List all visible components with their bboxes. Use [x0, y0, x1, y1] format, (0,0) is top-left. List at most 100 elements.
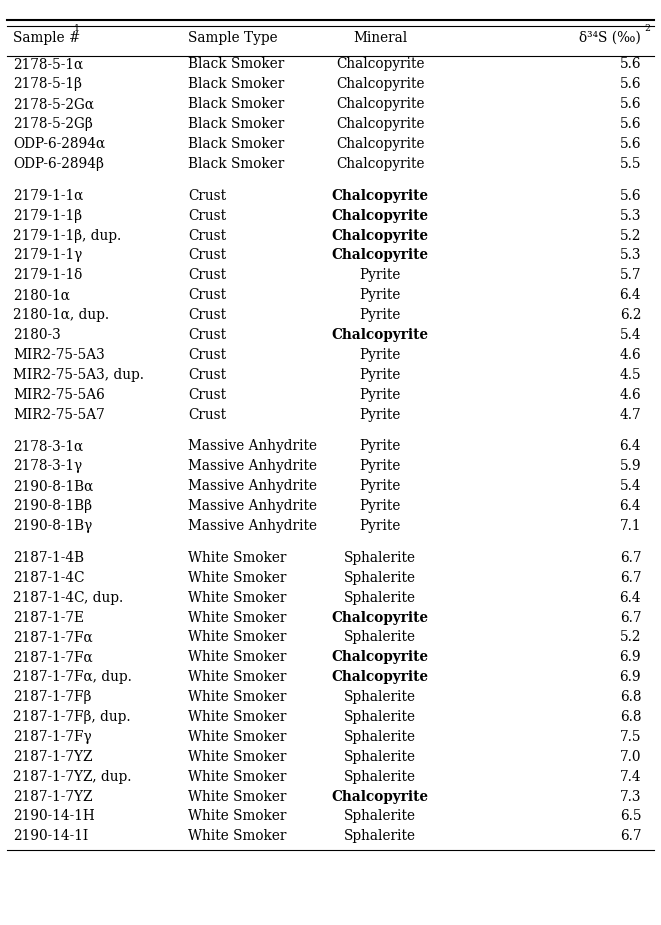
Text: 2187-1-4C, dup.: 2187-1-4C, dup. — [13, 591, 124, 605]
Text: White Smoker: White Smoker — [188, 730, 287, 744]
Text: 7.1: 7.1 — [619, 519, 641, 533]
Text: Chalcopyrite: Chalcopyrite — [336, 78, 424, 92]
Text: 5.6: 5.6 — [619, 57, 641, 71]
Text: White Smoker: White Smoker — [188, 750, 287, 764]
Text: 6.2: 6.2 — [619, 308, 641, 322]
Text: 6.4: 6.4 — [619, 289, 641, 302]
Text: 2178-5-1β: 2178-5-1β — [13, 78, 82, 92]
Text: Pyrite: Pyrite — [360, 439, 401, 453]
Text: Crust: Crust — [188, 289, 227, 302]
Text: Black Smoker: Black Smoker — [188, 157, 285, 171]
Text: ODP-6-2894β: ODP-6-2894β — [13, 157, 104, 171]
Text: Pyrite: Pyrite — [360, 289, 401, 302]
Text: 5.4: 5.4 — [619, 328, 641, 342]
Text: 7.4: 7.4 — [619, 770, 641, 783]
Text: MIR2-75-5A3: MIR2-75-5A3 — [13, 348, 105, 362]
Text: Black Smoker: Black Smoker — [188, 57, 285, 71]
Text: Mineral: Mineral — [353, 31, 407, 45]
Text: Sphalerite: Sphalerite — [344, 809, 416, 823]
Text: Pyrite: Pyrite — [360, 268, 401, 282]
Text: Pyrite: Pyrite — [360, 519, 401, 533]
Text: 2180-1α: 2180-1α — [13, 289, 70, 302]
Text: 6.4: 6.4 — [619, 591, 641, 605]
Text: 2187-1-7Fα: 2187-1-7Fα — [13, 631, 93, 645]
Text: Chalcopyrite: Chalcopyrite — [332, 209, 428, 223]
Text: Crust: Crust — [188, 408, 227, 422]
Text: 5.9: 5.9 — [619, 460, 641, 474]
Text: 5.6: 5.6 — [619, 189, 641, 203]
Text: 2179-1-1β, dup.: 2179-1-1β, dup. — [13, 228, 122, 242]
Text: 6.7: 6.7 — [619, 830, 641, 844]
Text: Black Smoker: Black Smoker — [188, 117, 285, 131]
Text: Sphalerite: Sphalerite — [344, 690, 416, 704]
Text: Sphalerite: Sphalerite — [344, 571, 416, 585]
Text: 2187-1-7YZ: 2187-1-7YZ — [13, 750, 93, 764]
Text: 6.4: 6.4 — [619, 439, 641, 453]
Text: White Smoker: White Smoker — [188, 690, 287, 704]
Text: 5.6: 5.6 — [619, 117, 641, 131]
Text: 2178-3-1α: 2178-3-1α — [13, 439, 83, 453]
Text: Massive Anhydrite: Massive Anhydrite — [188, 500, 317, 513]
Text: Massive Anhydrite: Massive Anhydrite — [188, 439, 317, 453]
Text: White Smoker: White Smoker — [188, 551, 287, 565]
Text: 2190-14-1I: 2190-14-1I — [13, 830, 89, 844]
Text: Pyrite: Pyrite — [360, 500, 401, 513]
Text: Crust: Crust — [188, 209, 227, 223]
Text: Pyrite: Pyrite — [360, 388, 401, 401]
Text: 2190-8-1Bγ: 2190-8-1Bγ — [13, 519, 93, 533]
Text: 2187-1-7YZ, dup.: 2187-1-7YZ, dup. — [13, 770, 132, 783]
Text: Crust: Crust — [188, 388, 227, 401]
Text: Sphalerite: Sphalerite — [344, 710, 416, 724]
Text: ODP-6-2894α: ODP-6-2894α — [13, 137, 105, 151]
Text: 6.9: 6.9 — [619, 650, 641, 664]
Text: 2: 2 — [644, 23, 650, 32]
Text: 2187-1-7E: 2187-1-7E — [13, 610, 84, 624]
Text: Crust: Crust — [188, 348, 227, 362]
Text: 2178-5-1α: 2178-5-1α — [13, 57, 83, 71]
Text: 6.7: 6.7 — [619, 551, 641, 565]
Text: Crust: Crust — [188, 249, 227, 263]
Text: 2178-5-2Gβ: 2178-5-2Gβ — [13, 117, 93, 131]
Text: White Smoker: White Smoker — [188, 770, 287, 783]
Text: 5.3: 5.3 — [619, 209, 641, 223]
Text: 2187-1-4C: 2187-1-4C — [13, 571, 85, 585]
Text: Black Smoker: Black Smoker — [188, 97, 285, 111]
Text: 5.4: 5.4 — [619, 479, 641, 493]
Text: Pyrite: Pyrite — [360, 460, 401, 474]
Text: Chalcopyrite: Chalcopyrite — [332, 650, 428, 664]
Text: 7.5: 7.5 — [619, 730, 641, 744]
Text: Crust: Crust — [188, 189, 227, 203]
Text: Pyrite: Pyrite — [360, 368, 401, 382]
Text: 6.8: 6.8 — [619, 690, 641, 704]
Text: Massive Anhydrite: Massive Anhydrite — [188, 519, 317, 533]
Text: Sphalerite: Sphalerite — [344, 770, 416, 783]
Text: 2187-1-7Fα, dup.: 2187-1-7Fα, dup. — [13, 671, 132, 684]
Text: 4.6: 4.6 — [619, 348, 641, 362]
Text: 4.7: 4.7 — [619, 408, 641, 422]
Text: 2187-1-7Fγ: 2187-1-7Fγ — [13, 730, 92, 744]
Text: Chalcopyrite: Chalcopyrite — [332, 610, 428, 624]
Text: 1: 1 — [74, 23, 80, 32]
Text: 2179-1-1β: 2179-1-1β — [13, 209, 82, 223]
Text: Sphalerite: Sphalerite — [344, 730, 416, 744]
Text: 2190-8-1Bβ: 2190-8-1Bβ — [13, 500, 93, 513]
Text: 5.6: 5.6 — [619, 137, 641, 151]
Text: White Smoker: White Smoker — [188, 790, 287, 804]
Text: Massive Anhydrite: Massive Anhydrite — [188, 479, 317, 493]
Text: 2178-5-2Gα: 2178-5-2Gα — [13, 97, 95, 111]
Text: 7.0: 7.0 — [619, 750, 641, 764]
Text: White Smoker: White Smoker — [188, 830, 287, 844]
Text: 6.9: 6.9 — [619, 671, 641, 684]
Text: MIR2-75-5A6: MIR2-75-5A6 — [13, 388, 105, 401]
Text: 6.5: 6.5 — [619, 809, 641, 823]
Text: 2190-8-1Bα: 2190-8-1Bα — [13, 479, 93, 493]
Text: 4.5: 4.5 — [619, 368, 641, 382]
Text: White Smoker: White Smoker — [188, 671, 287, 684]
Text: Black Smoker: Black Smoker — [188, 78, 285, 92]
Text: Black Smoker: Black Smoker — [188, 137, 285, 151]
Text: MIR2-75-5A7: MIR2-75-5A7 — [13, 408, 105, 422]
Text: 6.7: 6.7 — [619, 571, 641, 585]
Text: 2187-1-7YZ: 2187-1-7YZ — [13, 790, 93, 804]
Text: White Smoker: White Smoker — [188, 571, 287, 585]
Text: 5.3: 5.3 — [619, 249, 641, 263]
